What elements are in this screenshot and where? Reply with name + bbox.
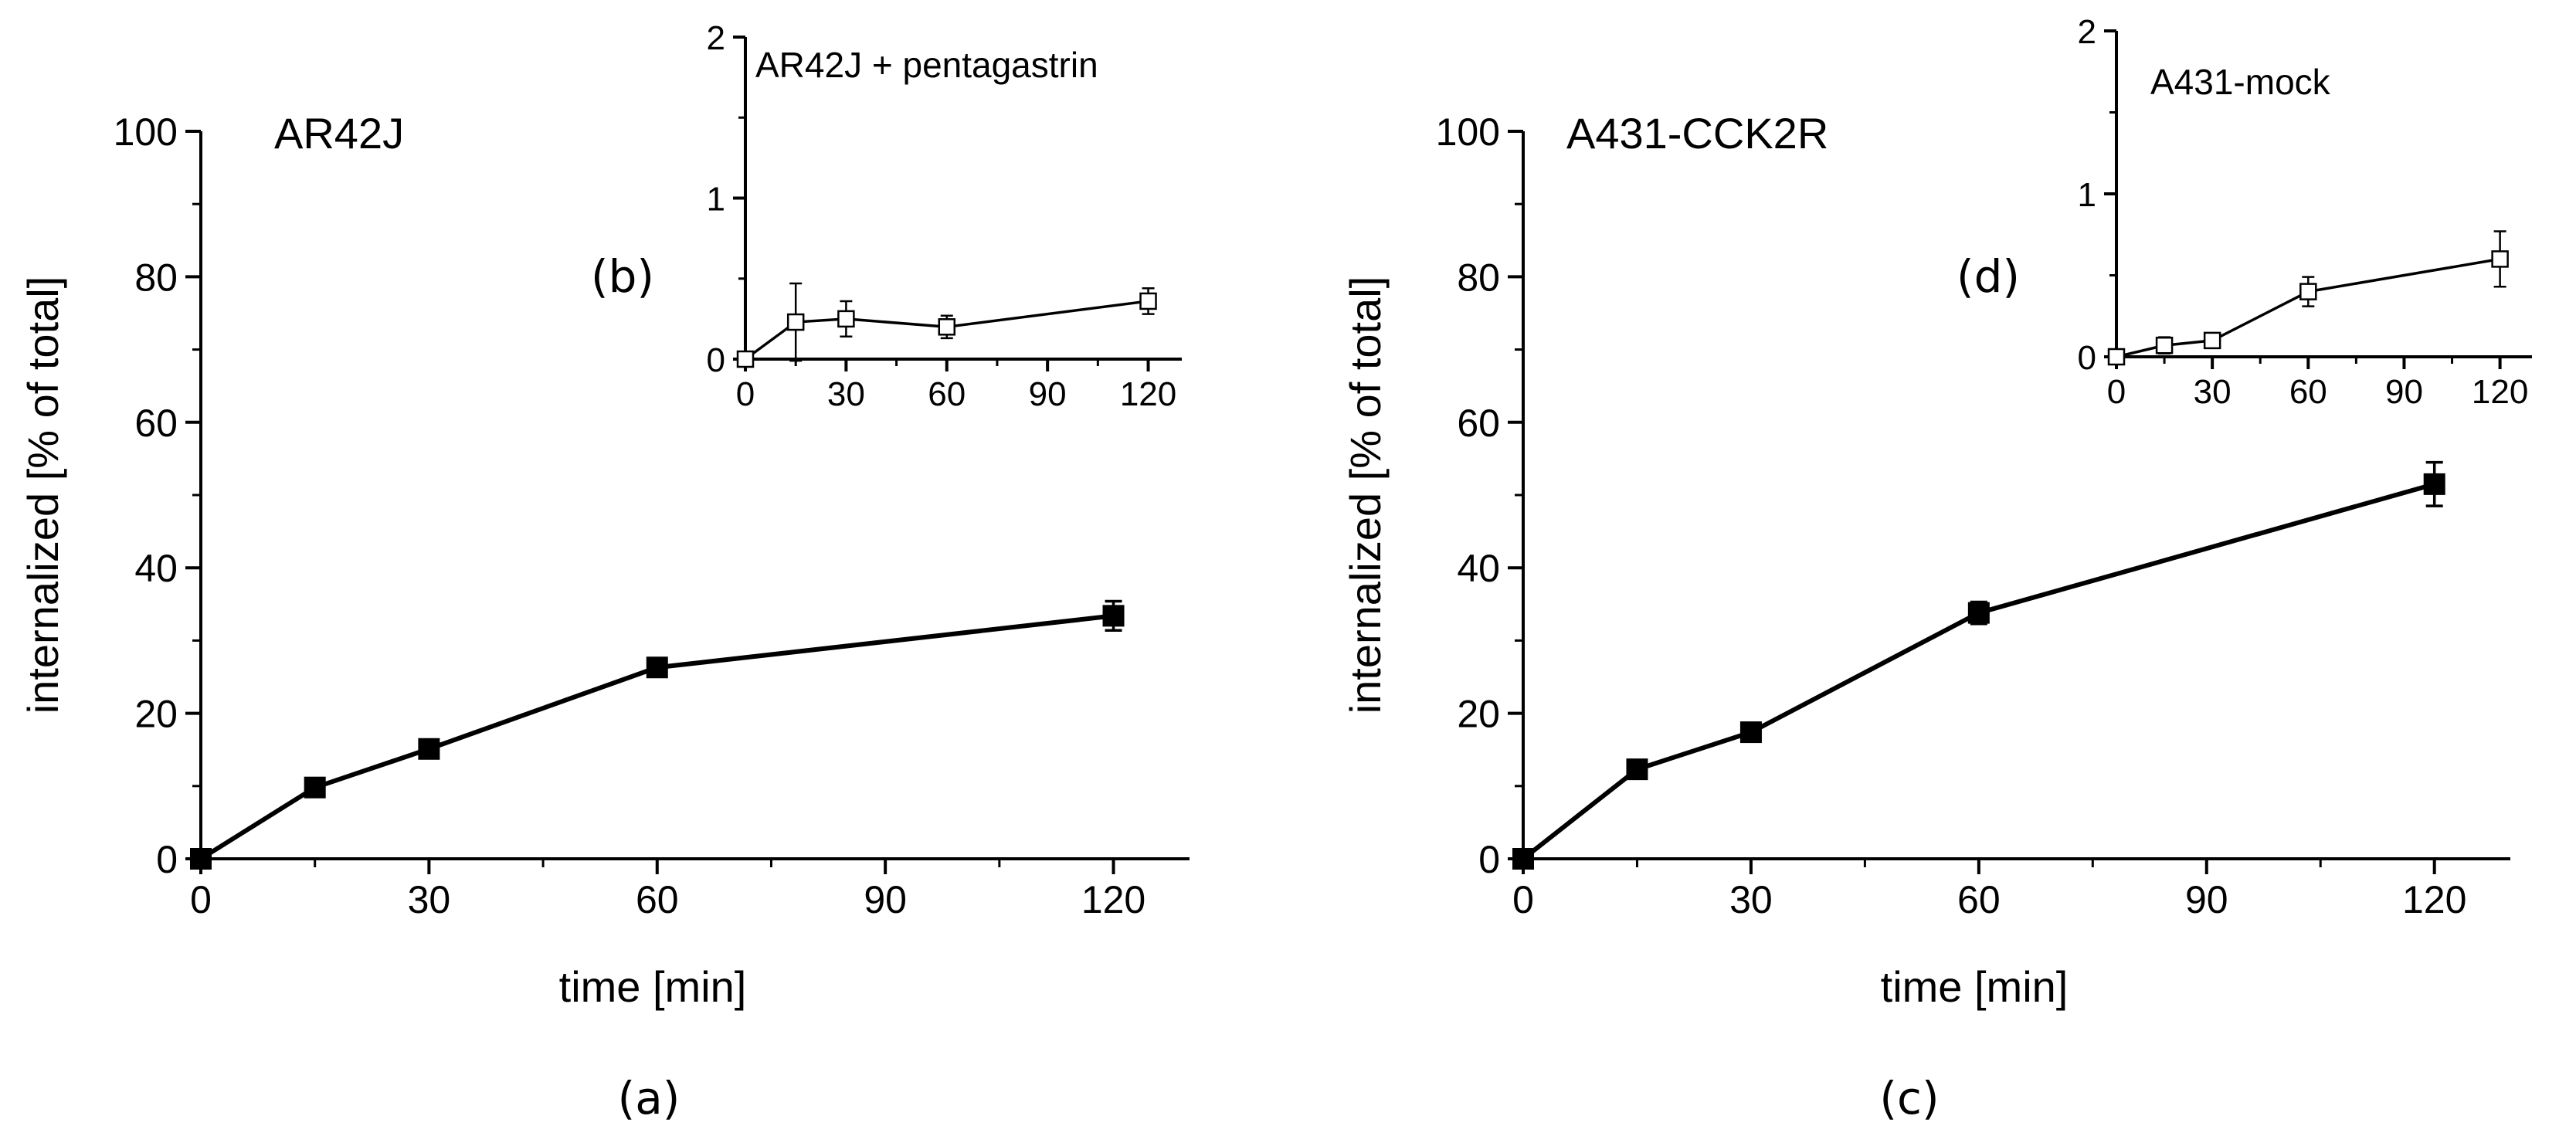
x-tick-label: 60: [928, 375, 966, 413]
data-point: [2491, 250, 2509, 268]
y-tick-label: 0: [1478, 838, 1500, 881]
x-tick-label: 30: [408, 878, 451, 921]
data-point: [938, 318, 956, 336]
x-tick-label: 30: [827, 375, 865, 413]
y-tick-label: 20: [1457, 693, 1500, 736]
x-tick-label: 0: [2107, 373, 2126, 411]
y-tick-label: 40: [134, 547, 178, 590]
data-point: [2423, 473, 2445, 495]
y-tick-label: 1: [707, 180, 725, 218]
panel-title: AR42J: [274, 109, 404, 158]
data-point: [418, 738, 440, 760]
y-tick-label: 20: [134, 693, 178, 736]
data-point: [1626, 758, 1648, 781]
x-tick-label: 60: [636, 878, 679, 921]
x-axis-title: time [min]: [1881, 962, 2069, 1011]
y-tick-label: 40: [1457, 547, 1500, 590]
y-tick-label: 2: [2078, 13, 2096, 51]
y-tick-label: 60: [134, 402, 178, 445]
y-tick-label: 80: [134, 256, 178, 299]
data-point: [2203, 331, 2221, 350]
data-point: [1102, 605, 1125, 627]
y-axis-title: internalized [% of total]: [19, 276, 67, 714]
x-axis-title: time [min]: [559, 962, 747, 1011]
series-line: [2116, 257, 2500, 358]
y-tick-label: 100: [114, 110, 178, 154]
x-tick-label: 120: [1081, 878, 1145, 921]
x-tick-label: 30: [2194, 373, 2232, 411]
data-point: [1512, 848, 1534, 870]
data-point: [736, 350, 755, 368]
x-tick-label: 0: [190, 878, 212, 921]
x-tick-label: 90: [1029, 375, 1067, 413]
series-line: [1522, 481, 2435, 861]
data-point: [786, 313, 805, 331]
y-tick-label: 2: [707, 19, 725, 57]
x-tick-label: 90: [864, 878, 907, 921]
data-point: [2107, 348, 2126, 366]
panel-title: A431-CCK2R: [1566, 109, 1828, 158]
data-point: [304, 776, 326, 799]
panel-letter: (d): [1957, 250, 2020, 303]
x-tick-label: 0: [736, 375, 755, 413]
x-tick-label: 90: [2385, 373, 2423, 411]
x-tick-label: 60: [2289, 373, 2327, 411]
panel-d-inset-chart: 0 30 60 90 120 0 1 2 A431-mock (d): [1957, 13, 2532, 411]
y-tick-label: 1: [2078, 176, 2096, 214]
x-tick-label: 120: [2402, 878, 2466, 921]
panel-title: AR42J + pentagastrin: [755, 45, 1098, 85]
y-tick-label: 60: [1457, 402, 1500, 445]
panel-letter: (c): [1879, 1072, 1939, 1124]
series-line: [199, 613, 1114, 861]
data-point: [190, 848, 212, 870]
y-tick-label: 80: [1457, 256, 1500, 299]
data-point: [646, 656, 668, 679]
data-point: [2299, 283, 2317, 300]
y-tick-label: 100: [1436, 110, 1500, 154]
data-point: [1739, 721, 1762, 744]
x-tick-label: 30: [1729, 878, 1773, 921]
y-tick-label: 0: [707, 341, 725, 379]
panel-letter: (b): [591, 250, 654, 303]
panel-letter: (a): [618, 1072, 680, 1124]
data-point: [1967, 602, 1990, 624]
panel-b-inset-chart: 0 30 60 90 120 0 1 2 AR42J + pentagastrin (b): [591, 19, 1182, 413]
data-point: [837, 310, 855, 328]
y-axis-title: internalized [% of total]: [1341, 276, 1390, 714]
data-point: [2155, 336, 2174, 354]
x-tick-label: 120: [2472, 373, 2528, 411]
panel-title: A431-mock: [2150, 62, 2331, 102]
y-tick-label: 0: [2078, 339, 2096, 377]
x-tick-label: 90: [2185, 878, 2228, 921]
data-point: [1139, 292, 1157, 310]
x-tick-label: 0: [1512, 878, 1534, 921]
x-tick-label: 120: [1120, 375, 1176, 413]
x-tick-label: 60: [1957, 878, 2001, 921]
y-tick-label: 0: [156, 838, 178, 881]
